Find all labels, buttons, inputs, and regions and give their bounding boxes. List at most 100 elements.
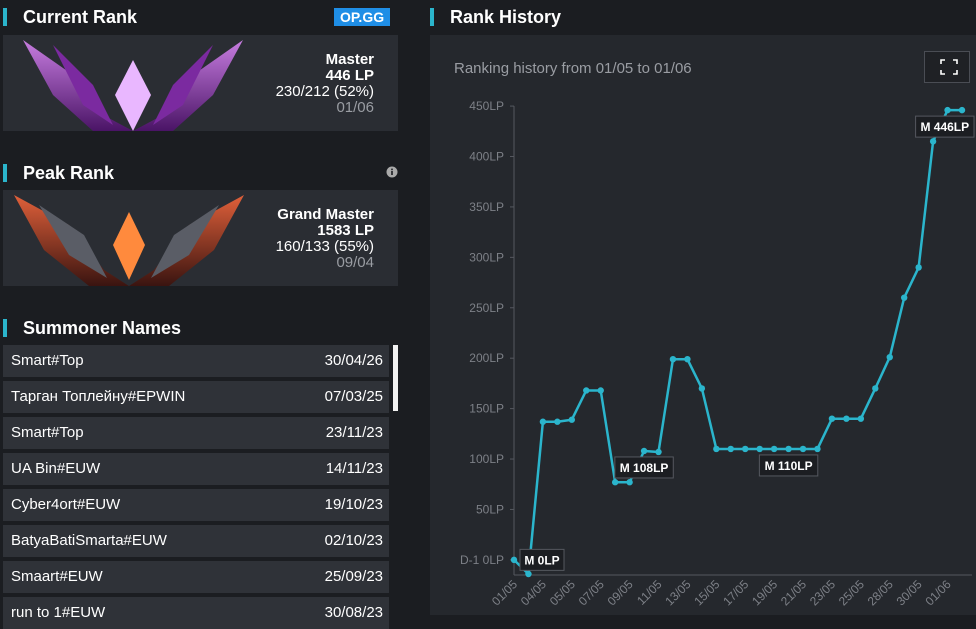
summoner-name: Smaart#EUW [11, 568, 103, 585]
value-label-text: M 110LP [765, 459, 813, 473]
section-title: Current Rank [23, 7, 138, 27]
summoner-date: 07/03/25 [324, 388, 383, 405]
section-title: Summoner Names [23, 318, 182, 338]
tier: Master [325, 51, 374, 68]
summoner-date: 25/09/23 [324, 568, 383, 585]
value-label: M 0LP [519, 548, 565, 571]
summoner-row[interactable]: Cyber4ort#EUW 19/10/23 [3, 489, 389, 521]
y-tick-label: 300LP [469, 250, 504, 264]
summoner-name: Cyber4ort#EUW [11, 496, 121, 513]
summoner-date: 30/08/23 [324, 604, 383, 621]
value-label-box [519, 548, 565, 571]
point [900, 294, 908, 301]
point [770, 445, 778, 453]
current-rank-panel: Master 446 LP 230/212 (52%) 01/06 [3, 35, 398, 131]
summoner-row[interactable]: Smart#Top 23/11/23 [3, 417, 389, 449]
point [655, 448, 662, 456]
summoner-row[interactable]: run to 1#EUW 30/08/23 [3, 597, 389, 629]
summoner-row[interactable]: Smaart#EUW 25/09/23 [3, 561, 389, 593]
point [640, 447, 648, 455]
tier: Grand Master [277, 206, 374, 223]
point [713, 445, 720, 453]
summoner-date: 30/04/26 [324, 352, 383, 369]
point [843, 415, 850, 422]
summoner-name: run to 1#EUW [11, 604, 106, 621]
value-label: M 446LP [915, 115, 975, 138]
rank-info: Grand Master 1583 LP 160/133 (55%) 09/04 [276, 207, 374, 271]
section-title: Peak Rank [23, 163, 115, 183]
lp: 1583 LP [317, 222, 374, 239]
point [669, 355, 677, 363]
y-tick-label: 150LP [469, 402, 504, 416]
point [785, 445, 792, 453]
point [698, 385, 706, 392]
info-icon[interactable] [386, 166, 398, 178]
record: 160/133 (55%) [275, 238, 374, 255]
point [597, 387, 604, 394]
point [915, 264, 922, 271]
y-tick-label: 400LP [469, 150, 504, 164]
summoner-name: Smart#Top [11, 424, 84, 441]
master-emblem [23, 40, 243, 131]
value-label-box [915, 115, 975, 138]
point [510, 556, 518, 564]
point [828, 415, 836, 422]
summoner-name: BatyaBatiSmarta#EUW [11, 532, 167, 549]
point [539, 418, 547, 425]
op-gg-badge[interactable]: OP.GG [334, 8, 391, 26]
accent [3, 319, 7, 337]
point [799, 445, 807, 453]
value-label: M 110LP [758, 454, 819, 477]
scrollbar[interactable] [393, 345, 398, 411]
fullscreen-icon [940, 59, 958, 75]
chart-title: Rank History [450, 7, 562, 27]
y-tick-label: 100LP [469, 452, 504, 466]
summoner-date: 23/11/23 [325, 424, 383, 441]
value-label-text: M 446LP [920, 120, 969, 134]
summoner-list: run to 1#EUW 30/08/23 Smaart#EUW 25/09/23 Ba… [0, 345, 398, 629]
point [857, 415, 865, 422]
y-tick-label: 250LP [469, 301, 504, 315]
point [886, 353, 893, 361]
point [872, 385, 879, 392]
value-label-text: M 0LP [524, 553, 559, 567]
point [554, 418, 561, 425]
summoner-name: UA Bin#EUW [11, 460, 101, 477]
summoner-name: Тарган Топлейну#EPWIN [11, 388, 186, 405]
grandmaster-emblem [14, 195, 244, 286]
point [958, 106, 966, 114]
accent [3, 164, 7, 182]
point [583, 387, 590, 394]
lp: 446 LP [325, 67, 374, 84]
point [929, 138, 937, 145]
point [756, 445, 763, 453]
point [814, 445, 821, 453]
record: 230/212 (52%) [275, 83, 374, 100]
y-tick-label: 50LP [476, 502, 504, 516]
value-label-text: M 108LP [620, 461, 669, 475]
summoner-name: Smart#Top [11, 352, 84, 369]
value-label-box [758, 454, 819, 477]
summoner-row[interactable]: BatyaBatiSmarta#EUW 02/10/23 [3, 525, 389, 557]
accent [3, 8, 7, 26]
value-label-box [614, 456, 674, 479]
y-tick-label: 200LP [469, 351, 504, 365]
date: 01/06 [336, 99, 374, 116]
point [727, 445, 734, 453]
summoner-date: 19/10/23 [324, 496, 383, 513]
summoner-row[interactable]: UA Bin#EUW 14/11/23 [3, 453, 389, 485]
summoner-date: 14/11/23 [325, 460, 383, 477]
rank-info: Master 446 LP 230/212 (52%) 01/06 [276, 52, 374, 116]
point [944, 106, 951, 114]
value-label: M 108LP [614, 456, 674, 479]
chart: Ranking history from 01/05 to 01/06 D-1 … [430, 35, 976, 615]
point [684, 355, 691, 363]
summoner-row[interactable]: Smart#Top 30/04/26 [3, 345, 389, 377]
fullscreen-button[interactable] [924, 51, 970, 83]
summoner-date: 02/10/23 [324, 532, 383, 549]
point [525, 570, 532, 578]
summoner-row[interactable]: Тарган Топлейну#EPWIN 07/03/25 [3, 381, 389, 413]
y-tick-label: D-1 0LP [460, 553, 504, 567]
y-tick-label: 450LP [469, 99, 504, 113]
